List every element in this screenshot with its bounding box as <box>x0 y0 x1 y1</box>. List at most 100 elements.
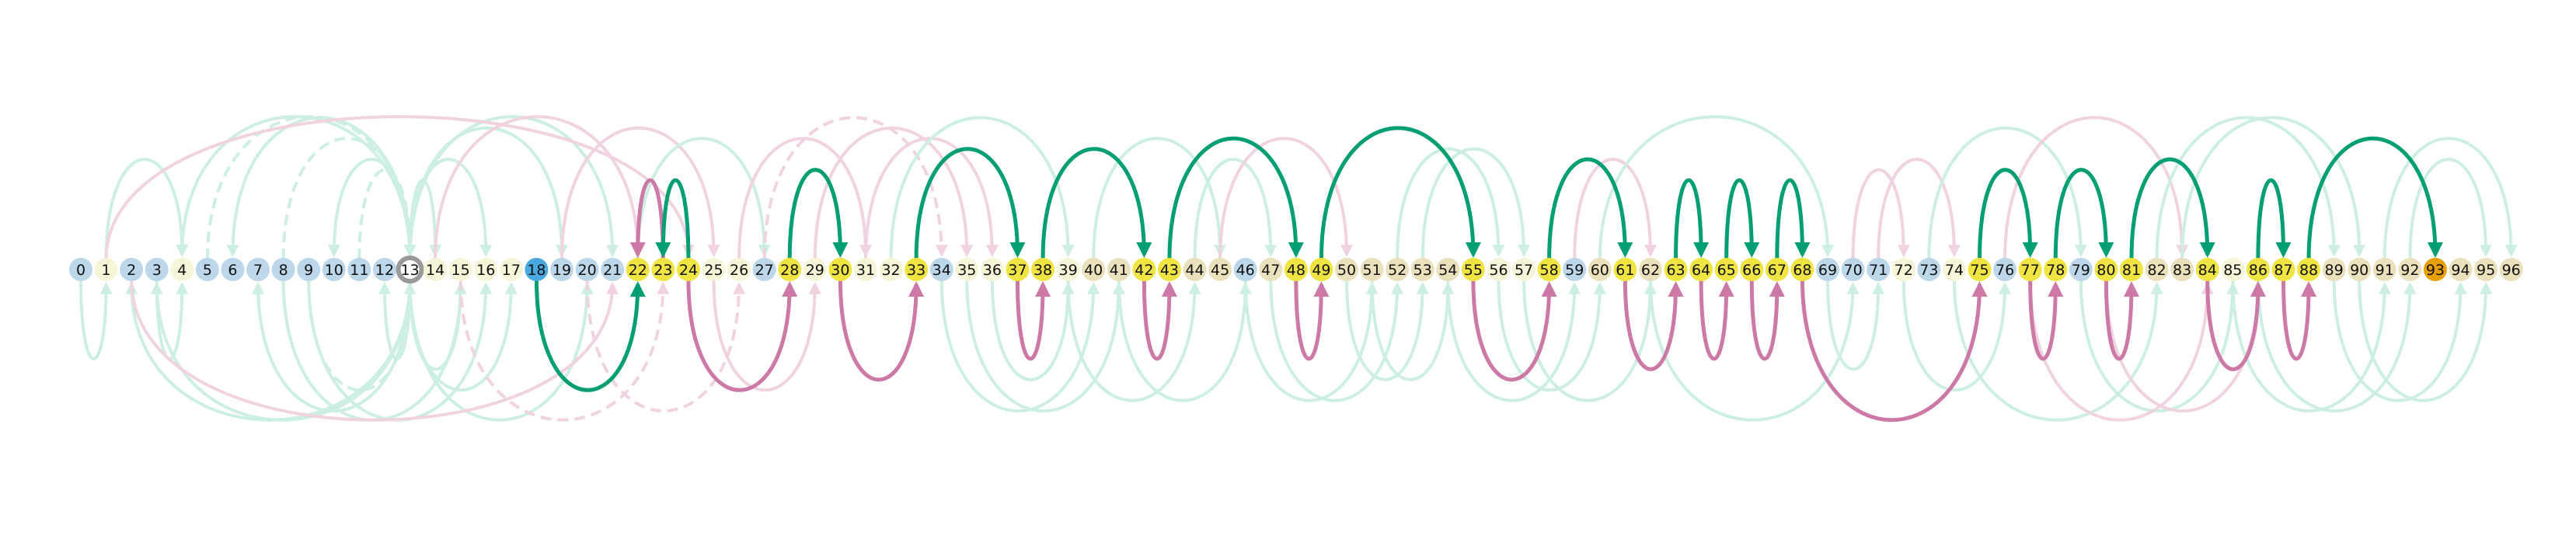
node-59: 59 <box>1563 258 1587 281</box>
edge-53-to-57 <box>1420 147 1531 260</box>
node-circle-71 <box>1867 258 1891 281</box>
node-circle-2 <box>120 258 144 281</box>
edge-78-to-80 <box>2053 168 2114 260</box>
node-circle-50 <box>1335 258 1358 281</box>
node-circle-96 <box>2499 258 2523 281</box>
node-circle-78 <box>2044 258 2068 281</box>
edge-91-to-96 <box>2383 137 2518 260</box>
node-circle-75 <box>1968 258 1992 281</box>
node-91: 91 <box>2372 258 2396 281</box>
node-33: 33 <box>905 258 929 281</box>
node-2: 2 <box>120 258 144 281</box>
node-circle-36 <box>980 258 1004 281</box>
node-54: 54 <box>1436 258 1460 281</box>
node-label-26: 26 <box>730 262 748 279</box>
node-circle-55 <box>1461 258 1485 281</box>
node-30: 30 <box>828 258 852 281</box>
edge-55-to-58 <box>1471 279 1557 382</box>
node-42: 42 <box>1132 258 1156 281</box>
node-61: 61 <box>1613 258 1637 281</box>
node-27: 27 <box>752 258 776 281</box>
node-label-3: 3 <box>152 262 162 279</box>
edge-25-to-29 <box>712 279 821 392</box>
node-73: 73 <box>1917 258 1941 281</box>
edge-13-to-4 <box>176 115 412 260</box>
edge-88-to-93 <box>2306 136 2443 260</box>
node-label-1: 1 <box>102 262 111 279</box>
node-label-19: 19 <box>552 262 571 279</box>
node-circle-74 <box>1942 258 1966 281</box>
node-label-7: 7 <box>253 262 263 279</box>
node-label-31: 31 <box>856 262 875 279</box>
node-label-70: 70 <box>1844 262 1863 279</box>
node-label-20: 20 <box>578 262 597 279</box>
edge-24-to-23 <box>655 178 691 260</box>
edge-71-to-74 <box>1877 158 1961 260</box>
node-label-10: 10 <box>325 262 343 279</box>
node-9: 9 <box>297 258 321 281</box>
node-70: 70 <box>1841 258 1865 281</box>
edge-79-to-85 <box>2079 279 2240 413</box>
node-13: 13 <box>396 256 424 283</box>
node-51: 51 <box>1360 258 1384 281</box>
node-57: 57 <box>1512 258 1536 281</box>
edge-23-to-22 <box>629 178 665 260</box>
node-label-63: 63 <box>1666 262 1685 279</box>
node-63: 63 <box>1664 258 1688 281</box>
node-label-11: 11 <box>350 262 368 279</box>
node-96: 96 <box>2499 258 2523 281</box>
node-circle-59 <box>1563 258 1587 281</box>
node-circle-31 <box>853 258 877 281</box>
node-label-95: 95 <box>2477 262 2495 279</box>
node-label-52: 52 <box>1388 262 1407 279</box>
edge-67-to-68 <box>1775 178 1811 260</box>
node-label-22: 22 <box>629 262 647 279</box>
edge-76-to-83 <box>2003 116 2189 260</box>
node-label-48: 48 <box>1287 262 1305 279</box>
node-circle-52 <box>1386 258 1410 281</box>
node-40: 40 <box>1082 258 1106 281</box>
node-39: 39 <box>1056 258 1080 281</box>
node-circle-22 <box>626 258 650 281</box>
node-label-80: 80 <box>2097 262 2115 279</box>
edge-85-to-91 <box>2231 279 2391 413</box>
edge-13-to-7 <box>252 279 412 413</box>
node-circle-86 <box>2246 258 2270 281</box>
edge-18-to-22 <box>534 279 646 392</box>
node-label-73: 73 <box>1919 262 1938 279</box>
node-label-5: 5 <box>203 262 212 279</box>
node-25: 25 <box>702 258 726 281</box>
node-93: 93 <box>2423 258 2447 281</box>
node-circle-79 <box>2069 258 2093 281</box>
node-label-8: 8 <box>279 262 288 279</box>
node-circle-88 <box>2297 258 2321 281</box>
edge-39-to-44 <box>1066 279 1201 402</box>
node-36: 36 <box>980 258 1004 281</box>
node-4: 4 <box>170 258 194 281</box>
edge-56-to-60 <box>1497 279 1606 392</box>
edge-69-to-71 <box>1826 279 1885 371</box>
node-18: 18 <box>525 258 549 281</box>
node-8: 8 <box>271 258 295 281</box>
edge-89-to-94 <box>2332 279 2467 402</box>
node-circle-7 <box>246 258 270 281</box>
edge-14-to-22 <box>434 115 644 260</box>
node-label-29: 29 <box>806 262 824 279</box>
node-circle-39 <box>1056 258 1080 281</box>
node-label-47: 47 <box>1261 262 1280 279</box>
edge-92-to-95 <box>2408 158 2493 260</box>
node-circle-6 <box>221 258 245 281</box>
node-circle-53 <box>1410 258 1434 281</box>
node-label-6: 6 <box>228 262 237 279</box>
node-24: 24 <box>676 258 700 281</box>
node-label-28: 28 <box>780 262 799 279</box>
node-circle-70 <box>1841 258 1865 281</box>
node-60: 60 <box>1588 258 1612 281</box>
node-circle-76 <box>1993 258 2017 281</box>
node-55: 55 <box>1461 258 1485 281</box>
edge-37-to-38 <box>1015 279 1051 361</box>
edge-59-to-62 <box>1573 158 1657 260</box>
node-17: 17 <box>499 258 523 281</box>
node-label-76: 76 <box>1996 262 2014 279</box>
